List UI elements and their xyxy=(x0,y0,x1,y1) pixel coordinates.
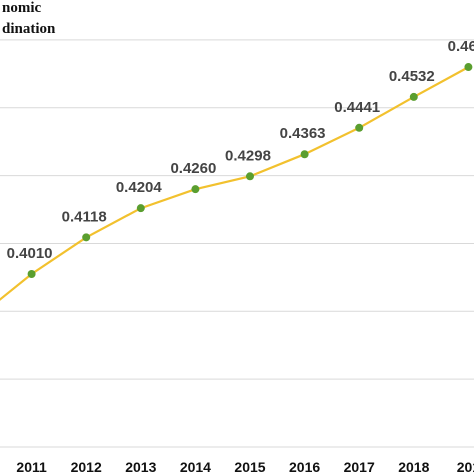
data-label: 0.4118 xyxy=(62,208,107,225)
x-tick-label: 2015 xyxy=(234,459,265,474)
data-label: 0.4441 xyxy=(334,99,380,116)
data-point xyxy=(409,92,418,101)
data-label: 0.4532 xyxy=(389,68,435,85)
data-label: 0.462 xyxy=(448,38,474,55)
data-point xyxy=(191,185,200,194)
data-point xyxy=(300,150,309,159)
x-tick-label: 2018 xyxy=(398,459,429,474)
series-line xyxy=(0,66,469,301)
x-tick-label: 2011 xyxy=(16,459,47,474)
x-tick-label: 2014 xyxy=(180,459,211,474)
data-label: 0.4010 xyxy=(7,245,53,262)
x-tick-label: 2012 xyxy=(71,459,102,474)
x-tick-label: 2013 xyxy=(125,459,156,474)
data-point xyxy=(246,172,254,181)
x-tick-label: 2016 xyxy=(289,459,320,474)
x-tick-label: 2017 xyxy=(344,459,375,474)
x-tick-label: 201 xyxy=(457,459,474,474)
gridlines xyxy=(0,39,474,448)
data-label-layer: 0.4010 0.4118 0.4204 0.4260 0.4298 0.4363 0.44… xyxy=(7,38,474,262)
data-label: 0.4204 xyxy=(116,179,163,196)
chart-title-line-2: dination xyxy=(2,21,56,37)
data-label: 0.4260 xyxy=(170,160,216,177)
data-point xyxy=(464,63,473,72)
series-layer xyxy=(0,63,473,301)
data-point xyxy=(136,204,145,213)
data-point xyxy=(82,233,91,242)
data-label: 0.4298 xyxy=(225,147,271,164)
data-point xyxy=(27,269,36,278)
chart-title-line-1: nomic xyxy=(2,0,42,16)
data-point xyxy=(355,123,364,132)
data-label: 0.4363 xyxy=(280,125,326,142)
x-axis-tick-labels: 2011 2012 2013 2014 2015 2016 2017 2018 201 xyxy=(16,459,474,474)
